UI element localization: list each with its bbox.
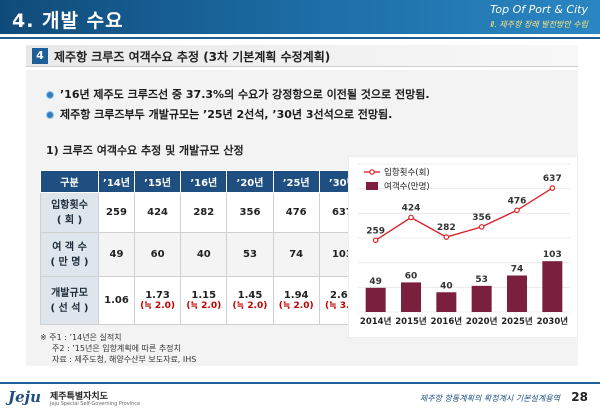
x-tick-label: 2025년 <box>501 316 533 327</box>
line-point <box>549 185 556 191</box>
table-row: 개발규모( 선 석 ) 1.06 1.73 (≒ 2.0) 1.15 (≒ 2.0)… <box>40 276 367 325</box>
legend-label: 여객수(만명) <box>384 181 430 192</box>
table-header-cell: ’25년 <box>272 170 320 193</box>
table-header-cell: ’14년 <box>98 170 135 193</box>
bullet-text: 제주항 크루즈부두 개발규모는 ’25년 2선석, ’30년 3선석으로 전망됨… <box>60 108 393 121</box>
bullet-icon <box>46 111 54 119</box>
x-tick-label: 2020년 <box>466 316 498 327</box>
row-label: 여 객 수( 만 명 ) <box>40 232 99 277</box>
note-line: 자료 : 제주도청, 해양수산부 보도자료, IHS <box>52 355 197 364</box>
x-tick-label: 2016년 <box>431 316 463 327</box>
header-divider <box>0 34 600 37</box>
table-cell: 424 <box>133 192 182 233</box>
subtitle-text: 제주항 크루즈 여객수요 추정 (3차 기본계획 수정계획) <box>54 50 331 64</box>
bar <box>471 285 492 312</box>
line-point <box>408 214 414 221</box>
line-data-label: 282 <box>437 223 456 233</box>
table-cell: 60 <box>133 232 182 277</box>
bar <box>401 282 421 312</box>
demand-table: 구분 ’14년 ’15년 ’16년 ’20년 ’25년 ’30년 입항횟수( 회… <box>40 170 367 325</box>
table-cell: 1.15 (≒ 2.0) <box>180 276 228 325</box>
row-label: 개발규모( 선 석 ) <box>40 276 99 325</box>
table-cell: 1.45 (≒ 2.0) <box>226 276 274 325</box>
legend-label: 입항횟수(회) <box>384 167 430 178</box>
bullet-text: ’16년 제주도 크루즈선 중 37.3%의 수요가 강정항으로 이전될 것으로… <box>60 88 430 101</box>
x-tick-label: 2030년 <box>537 316 569 327</box>
line-data-label: 259 <box>366 226 385 236</box>
footer-org-en: Jeju Special Self-Governing Province <box>50 401 141 407</box>
footer-org: 제주특별자치도 <box>50 392 108 402</box>
line-data-label: 356 <box>472 213 491 223</box>
legend-line-marker <box>369 169 375 175</box>
table-cell: 53 <box>226 232 274 277</box>
line-point <box>514 207 520 214</box>
header-divider-blue <box>0 37 600 39</box>
table-notes: ※ 주1 : ’14년은 실적치 주2 : ’15년은 입항계획에 따른 추정치… <box>40 332 196 365</box>
table-cell: 74 <box>272 232 320 277</box>
table-header-cell: ’15년 <box>133 170 182 193</box>
bullet-item: ’16년 제주도 크루즈선 중 37.3%의 수요가 강정항으로 이전될 것으로… <box>46 86 430 102</box>
table-cell: 1.06 <box>98 276 135 325</box>
content-panel: ’16년 제주도 크루즈선 중 37.3%의 수요가 강정항으로 이전될 것으로… <box>26 70 578 366</box>
table-cell: 1.94 (≒ 2.0) <box>272 276 320 325</box>
legend-bar-swatch <box>366 182 378 190</box>
line-data-label: 476 <box>508 196 527 206</box>
page-number: 28 <box>571 390 588 404</box>
bar <box>507 275 527 312</box>
chart-background <box>348 156 578 338</box>
note-line: 주2 : ’15년은 입항계획에 따른 추정치 <box>52 344 181 353</box>
bar-data-label: 49 <box>369 277 382 287</box>
table-header-cell: 구분 <box>40 170 99 193</box>
table-cell: 49 <box>98 232 135 277</box>
bar-data-label: 60 <box>405 271 418 281</box>
note-line: ※ 주1 : ’14년은 실적치 <box>40 333 122 342</box>
table-row: 여 객 수( 만 명 ) 49 60 40 53 74 103 <box>40 232 367 277</box>
x-tick-label: 2014년 <box>360 316 392 327</box>
table-header-cell: ’20년 <box>226 170 274 193</box>
series-line <box>375 187 553 241</box>
table-cell: 476 <box>272 192 320 233</box>
header-slogan: Top Of Port & City <box>490 3 588 16</box>
bar-data-label: 53 <box>475 275 488 285</box>
section-title: 1) 크루즈 여객수요 추정 및 개발규모 산정 <box>46 144 244 157</box>
bar <box>365 287 386 312</box>
table-cell: 40 <box>180 232 228 277</box>
bar-data-label: 74 <box>511 264 524 274</box>
header-chapter: Ⅱ. 제주항 장래 발전방안 수립 <box>490 20 588 29</box>
line-data-label: 637 <box>543 174 562 184</box>
table-cell: 259 <box>98 192 135 233</box>
line-point <box>443 234 450 240</box>
table-cell: 1.73 (≒ 2.0) <box>133 276 182 325</box>
footer-project: 제주항 항통계획의 확정계시 기본설계용역 <box>419 394 560 403</box>
header-bar: 4. 개발 수요 Top Of Port & City Ⅱ. 제주항 장래 발전… <box>0 0 600 34</box>
line-point <box>372 237 379 244</box>
bar-data-label: 103 <box>543 250 562 260</box>
footer-divider <box>0 382 600 384</box>
demand-chart: 49 60 40 53 74 103 259 424 282 356 476 637 2014년 2015… <box>348 156 578 338</box>
line-data-label: 424 <box>402 203 421 213</box>
table-row: 입항횟수( 회 ) 259 424 282 356 476 637 <box>40 192 367 233</box>
jeju-logo: Jeju <box>8 388 41 406</box>
bar-data-label: 40 <box>440 281 453 291</box>
subtitle-bar: 4 제주항 크루즈 여객수요 추정 (3차 기본계획 수정계획) <box>26 45 578 67</box>
page-title: 4. 개발 수요 <box>12 10 124 32</box>
table-cell: 356 <box>226 192 274 233</box>
line-point <box>478 224 485 230</box>
section-number-badge: 4 <box>32 48 48 64</box>
bullet-icon <box>46 91 54 99</box>
x-tick-label: 2015년 <box>395 316 427 327</box>
bar <box>542 261 563 312</box>
table-cell: 282 <box>180 192 228 233</box>
table-header-cell: ’16년 <box>180 170 228 193</box>
bar <box>436 292 457 312</box>
bullet-item: 제주항 크루즈부두 개발규모는 ’25년 2선석, ’30년 3선석으로 전망됨… <box>46 106 392 122</box>
row-label: 입항횟수( 회 ) <box>40 192 99 233</box>
table-header-row: 구분 ’14년 ’15년 ’16년 ’20년 ’25년 ’30년 <box>40 170 367 193</box>
